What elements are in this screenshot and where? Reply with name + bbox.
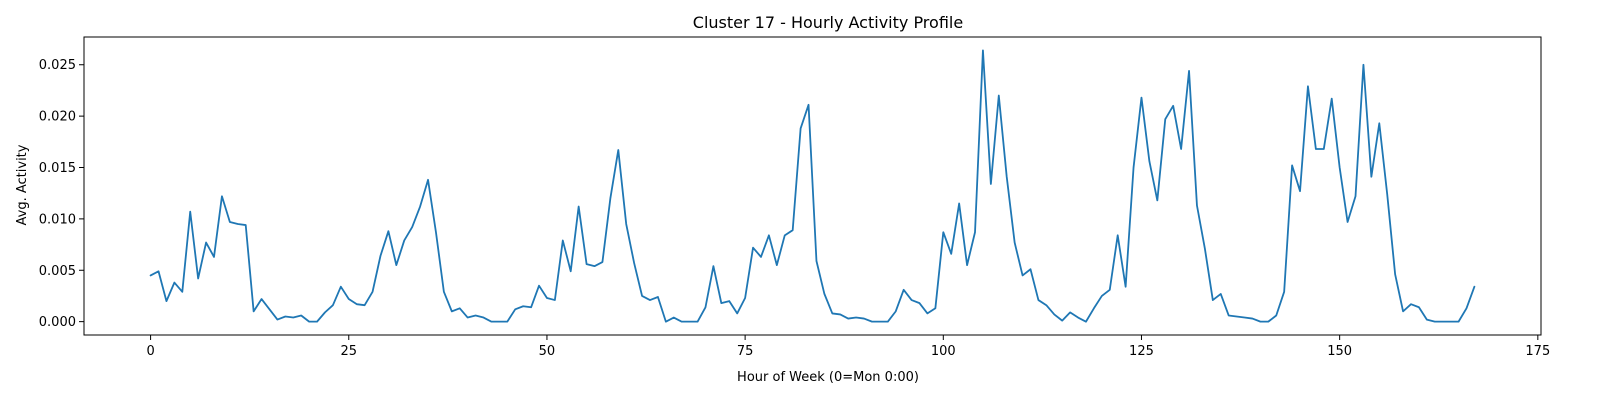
x-tick-label: 150 (1327, 344, 1352, 359)
chart-title: Cluster 17 - Hourly Activity Profile (693, 13, 963, 32)
y-tick-label: 0.010 (39, 212, 76, 227)
x-tick-label: 75 (737, 344, 754, 359)
x-tick-label: 175 (1525, 344, 1550, 359)
y-tick-label: 0.005 (39, 264, 76, 279)
y-tick-label: 0.025 (39, 58, 76, 73)
y-tick-label: 0.015 (39, 161, 76, 176)
x-tick-label: 125 (1129, 344, 1154, 359)
x-tick-label: 0 (146, 344, 154, 359)
y-axis-ticks: 0.000 0.005 0.010 0.015 0.020 0.025 (39, 58, 84, 330)
x-axis-label: Hour of Week (0=Mon 0:00) (737, 370, 919, 385)
x-tick-label: 50 (539, 344, 556, 359)
x-tick-label: 25 (340, 344, 357, 359)
x-axis-ticks: 0 25 50 75 100 125 150 175 (146, 335, 1550, 359)
plot-frame (83, 36, 1542, 336)
y-tick-label: 0.000 (39, 315, 76, 330)
plot-area (83, 36, 1542, 336)
series-line-0 (149, 49, 1476, 323)
x-tick-label: 100 (931, 344, 956, 359)
y-axis-label: Avg. Activity (15, 144, 30, 225)
y-tick-label: 0.020 (39, 110, 76, 125)
